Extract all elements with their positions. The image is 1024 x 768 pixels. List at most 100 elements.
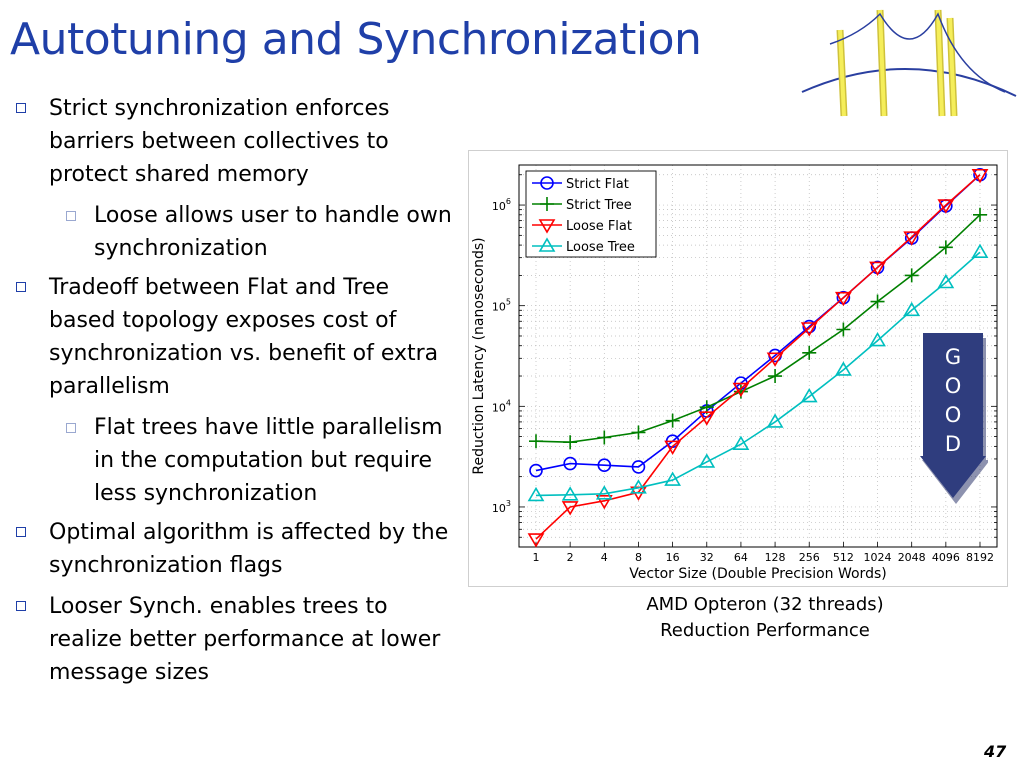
data-point: [937, 273, 955, 289]
bullet-item: Optimal algorithm is affected by the syn…: [14, 516, 462, 582]
x-tick-label: 8: [635, 551, 642, 564]
bullet-square-icon: [66, 211, 76, 221]
data-point: [802, 345, 817, 360]
bullet-square-icon: [66, 423, 76, 433]
bullet-list: Strict synchronization enforces barriers…: [14, 92, 462, 697]
chart-frame: 1 2 4 8 16 32 64 128 256 512 1024 2048 4096 8192 103 10…: [468, 150, 1008, 587]
data-point: [597, 430, 612, 445]
latency-chart: 1 2 4 8 16 32 64 128 256 512 1024 2048 4096 8192 103 10…: [471, 164, 998, 582]
data-point: [665, 413, 680, 428]
legend-label: Loose Tree: [566, 240, 635, 255]
x-tick-label: 2048: [898, 551, 926, 564]
x-tick-label: 512: [833, 551, 854, 564]
bullet-text: Optimal algorithm is affected by the syn…: [49, 520, 449, 578]
x-tick-label: 4: [601, 551, 608, 564]
data-point: [698, 453, 716, 468]
x-tick-label: 8192: [966, 551, 994, 564]
data-point: [904, 268, 919, 283]
legend-marker: [540, 197, 554, 211]
page-number: 47: [984, 742, 1007, 761]
caption-line-2: Reduction Performance: [660, 620, 870, 641]
data-point: [937, 199, 955, 214]
data-point: [664, 440, 682, 455]
data-point: [802, 319, 817, 334]
good-letter: O: [945, 374, 962, 398]
good-letter: O: [945, 403, 962, 427]
chart-caption: AMD Opteron (32 threads) Reduction Perfo…: [600, 592, 930, 644]
data-point: [903, 231, 921, 246]
bullet-item: Strict synchronization enforces barriers…: [14, 92, 462, 191]
data-point: [870, 294, 885, 309]
series-line: [535, 214, 981, 444]
data-point: [971, 243, 989, 258]
data-point: [766, 413, 784, 428]
data-point: [973, 207, 987, 222]
data-point: [527, 533, 545, 548]
bullet-text: Looser Synch. enables trees to realize b…: [49, 594, 441, 685]
bullet-item: Loose allows user to handle own synchron…: [14, 199, 462, 265]
y-tick-label: 105: [492, 298, 511, 314]
data-point: [800, 387, 818, 403]
data-point: [529, 434, 543, 449]
bullet-item: Looser Synch. enables trees to realize b…: [14, 590, 462, 689]
bridge-logo: [801, 9, 1017, 117]
data-point: [561, 501, 579, 516]
good-letter: D: [945, 432, 961, 456]
data-point: [698, 411, 716, 426]
x-tick-label: 128: [765, 551, 786, 564]
x-axis-label: Vector Size (Double Precision Words): [629, 566, 886, 582]
bullet-square-icon: [16, 527, 26, 537]
bullet-text: Flat trees have little parallelism in th…: [94, 415, 443, 506]
legend-label: Strict Tree: [566, 198, 632, 213]
data-point: [595, 485, 613, 500]
data-point: [597, 458, 612, 472]
data-point: [768, 369, 783, 384]
bullet-square-icon: [16, 601, 26, 611]
x-tick-label: 64: [734, 551, 748, 564]
x-tick-label: 1024: [864, 551, 892, 564]
data-point: [529, 463, 543, 478]
bullet-square-icon: [16, 282, 26, 292]
y-tick-label: 104: [492, 398, 511, 414]
legend-marker: [540, 176, 554, 190]
data-point: [527, 486, 545, 502]
y-axis-label: Reduction Latency (nanoseconds): [471, 237, 487, 474]
data-point: [938, 240, 953, 255]
data-point: [561, 486, 579, 501]
data-point: [664, 471, 682, 486]
bullet-text: Loose allows user to handle own synchron…: [94, 203, 452, 261]
legend-label: Loose Flat: [566, 219, 632, 234]
x-tick-label: 1: [533, 551, 540, 564]
x-tick-label: 2: [567, 551, 574, 564]
legend-marker: [538, 219, 556, 234]
bullet-item: Tradeoff between Flat and Tree based top…: [14, 271, 462, 403]
bullet-square-icon: [16, 103, 26, 113]
plot-border: [518, 164, 998, 548]
data-point: [836, 322, 851, 337]
bullet-item: Flat trees have little parallelism in th…: [14, 411, 462, 510]
y-tick-label: 106: [492, 197, 511, 213]
slide-title: Autotuning and Synchronization: [10, 14, 702, 65]
legend-marker: [538, 237, 556, 252]
data-point: [869, 261, 886, 277]
data-point: [631, 460, 646, 474]
data-point: [971, 168, 989, 184]
data-point: [732, 435, 750, 451]
data-point: [563, 435, 578, 450]
bullet-text: Strict synchronization enforces barriers…: [49, 96, 390, 187]
data-point: [800, 322, 818, 337]
data-point: [834, 291, 852, 307]
legend-box: [525, 170, 657, 258]
data-point: [732, 382, 750, 398]
caption-line-1: AMD Opteron (32 threads): [646, 594, 884, 615]
y-tick-label: 103: [492, 499, 511, 515]
data-point: [563, 456, 577, 471]
good-letter: G: [945, 345, 961, 369]
data-point: [766, 352, 784, 367]
x-tick-label: 256: [799, 551, 820, 564]
x-tick-label: 32: [700, 551, 714, 564]
legend-label: Strict Flat: [566, 177, 629, 192]
data-point: [869, 331, 886, 347]
data-point: [631, 425, 646, 440]
